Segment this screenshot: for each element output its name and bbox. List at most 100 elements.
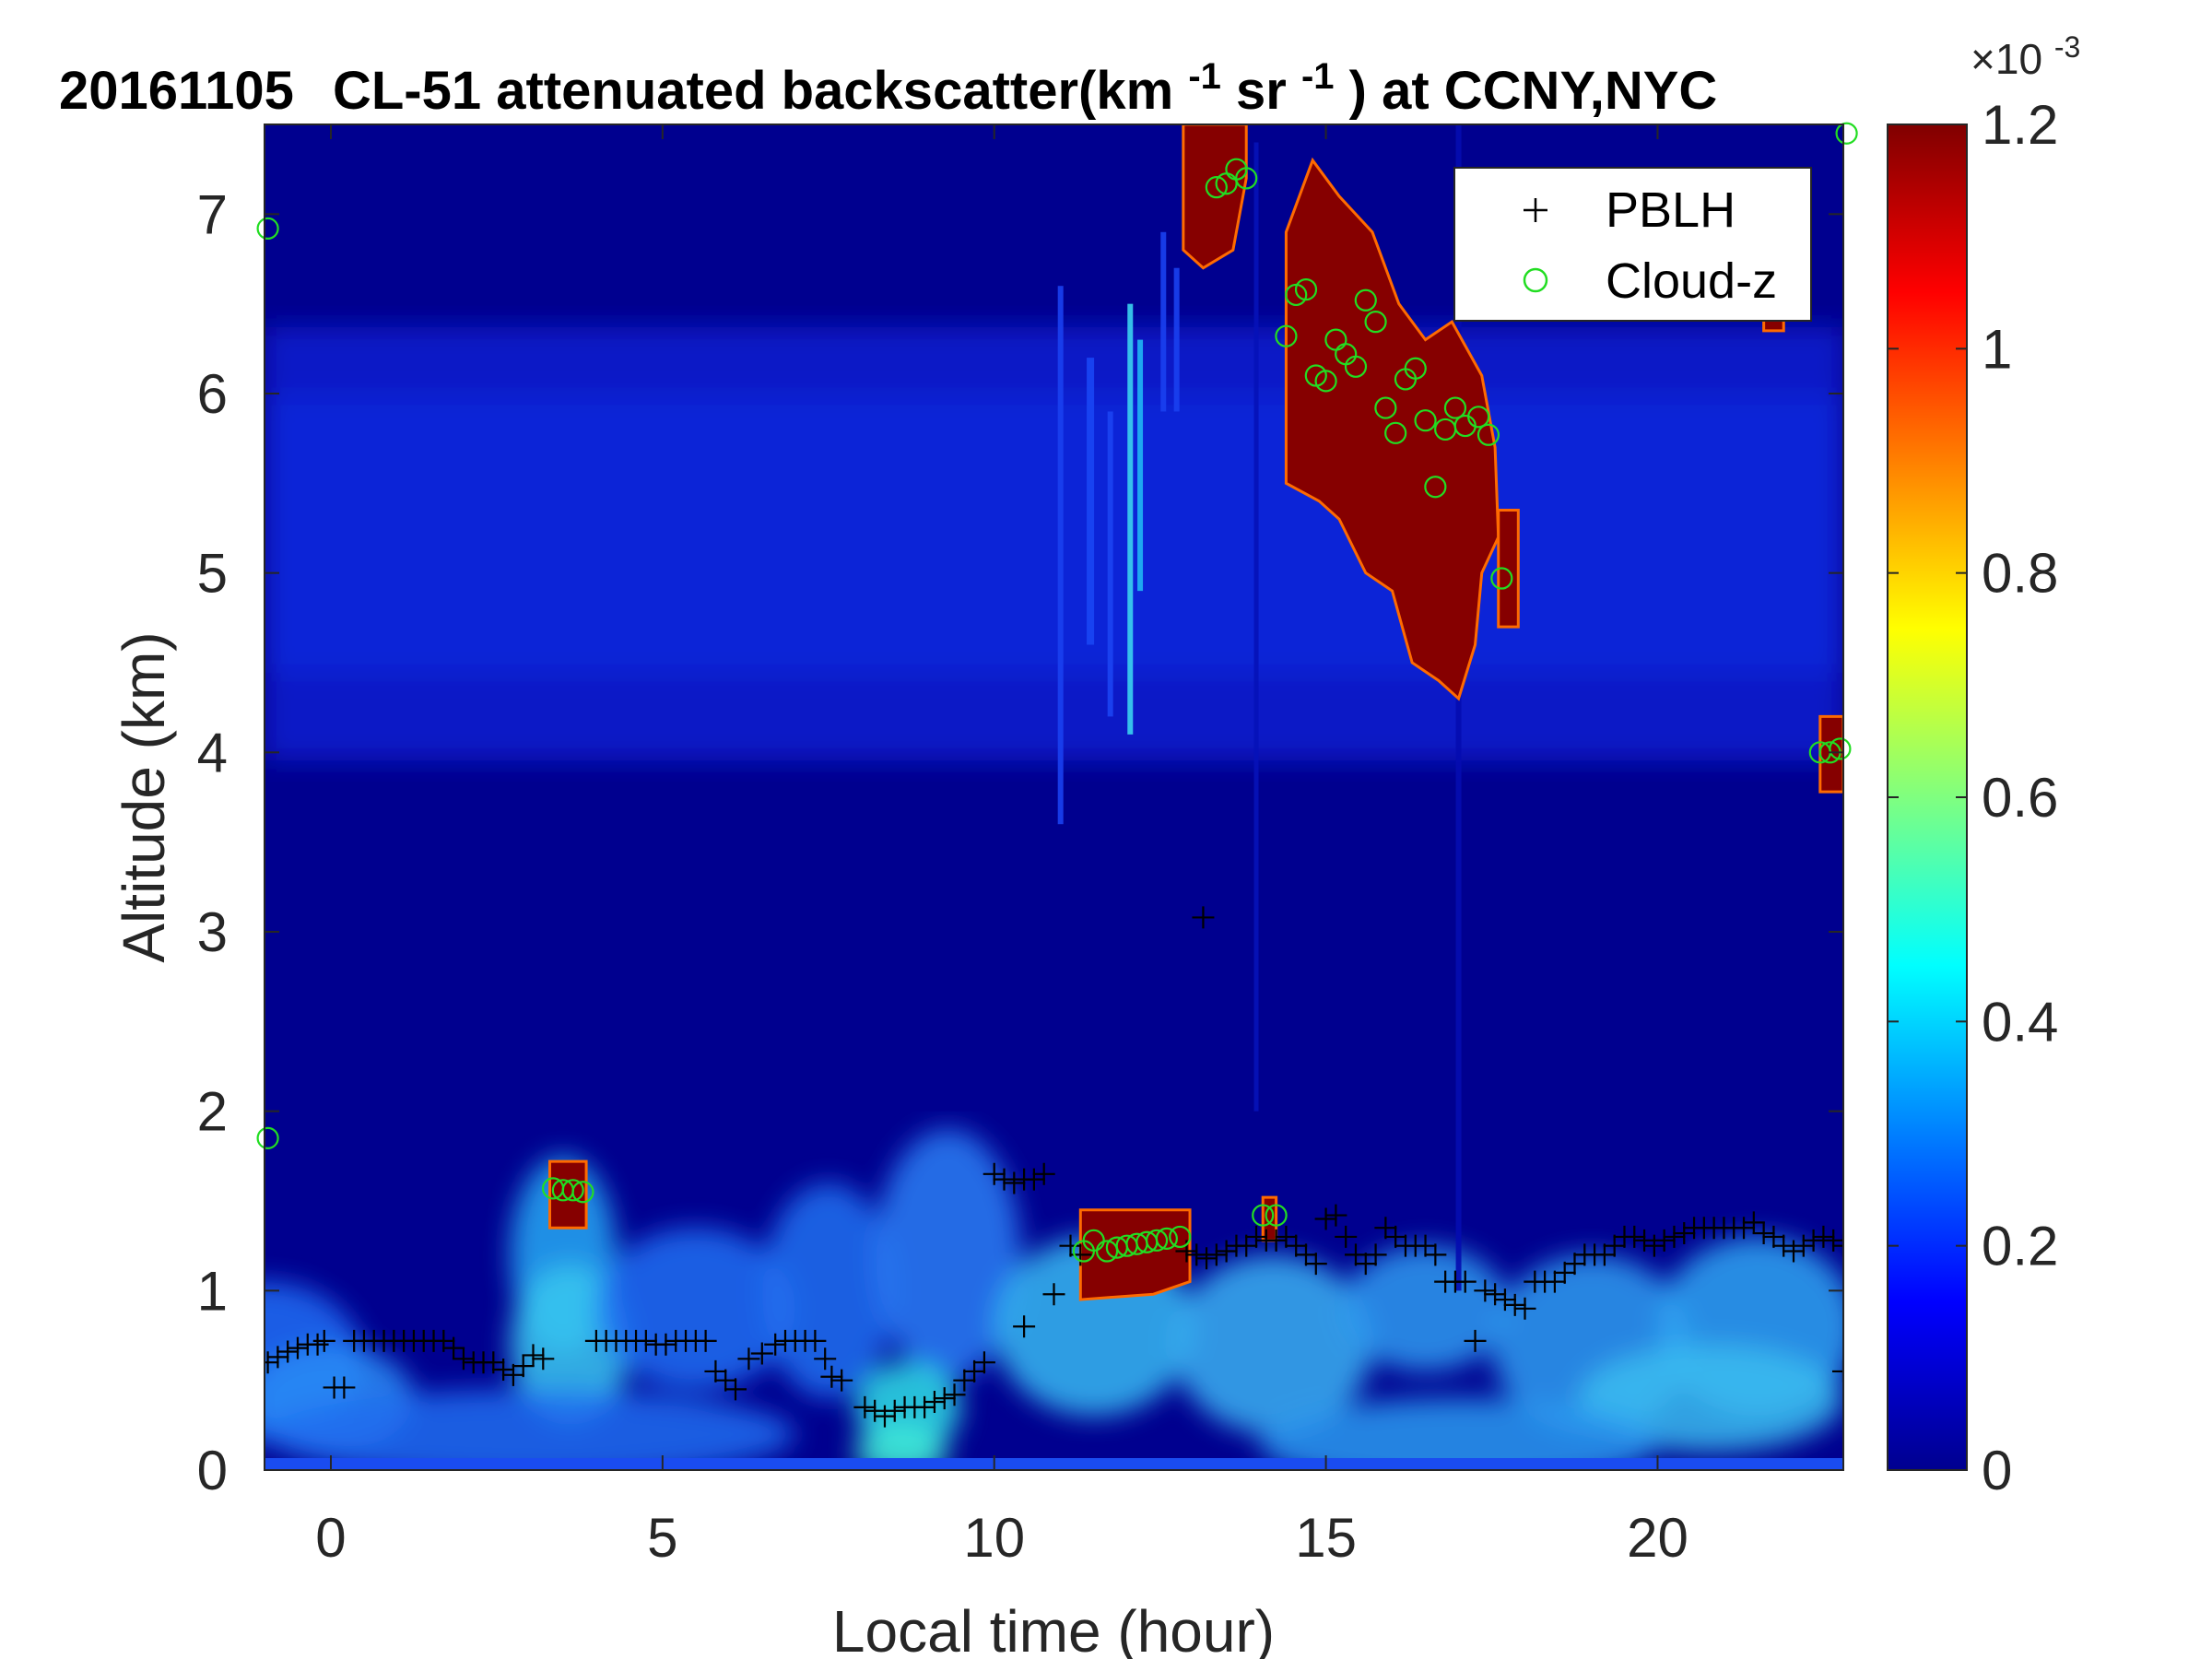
pblh-marker [913,1395,936,1418]
boundary-layer-patch [1578,1344,1843,1453]
cloud-region [1261,1195,1278,1242]
cloud-z-marker [1490,567,1513,590]
pblh-marker [1513,1297,1536,1320]
x-tick-label: 20 [1627,1507,1688,1569]
pblh-marker [1285,1234,1308,1257]
y-tick-label: 2 [197,1081,228,1143]
pblh-marker [654,1333,677,1356]
cloud-z-marker [1252,1204,1275,1227]
cloud-z-marker [571,1181,594,1204]
pblh-marker [1603,1234,1626,1257]
cloud-z-marker [1354,288,1377,312]
signal-streak [1455,124,1462,1291]
pblh-marker [1013,1315,1036,1338]
pblh-marker [522,1344,545,1367]
pblh-marker [1304,1253,1327,1276]
cloud-z-marker [1414,409,1437,432]
colorbar: 0 0.2 0.4 0.6 0.8 1 1.2 ×10 -3 [1887,30,2080,1501]
plot-frame [264,124,1844,1471]
pblh-marker [1424,1243,1447,1266]
pblh-marker [1832,1359,1843,1382]
signal-streak [1107,411,1113,717]
signal-streak [1253,142,1259,1112]
chart-title: 20161105 CL-51 attenuated backscatter(km… [59,41,1717,121]
x-tick-label: 10 [963,1507,1025,1569]
pblh-marker [1344,1243,1367,1266]
cloud-z-marker [1424,476,1447,499]
cloud-z-marker [1443,396,1467,419]
x-axis-label: Local time (hour) [832,1598,1275,1659]
pblh-marker [1215,1240,1238,1263]
cloud-z-marker [1155,1227,1178,1250]
cloud-z-marker [1384,421,1407,444]
pblh-marker [704,1359,727,1382]
pblh-marker [1069,1243,1092,1266]
pblh-marker [1802,1229,1825,1252]
y-tick-label: 7 [197,183,228,245]
pblh-marker [1195,1247,1218,1270]
y-axis-label: Altitude (km) [111,631,177,962]
pblh-marker [820,1365,843,1388]
legend: PBLH Cloud-z [1453,167,1812,322]
cloud-region [1497,509,1520,629]
cloud-z-marker [1294,277,1318,301]
colorbar-exponent-power: -3 [2054,30,2080,64]
ground-band [265,1458,1843,1470]
cloud-z-marker [1169,1225,1192,1249]
pblh-marker [830,1369,853,1392]
signal-streak [1173,267,1180,412]
cloud-z-marker [1364,311,1387,334]
pblh-marker [1752,1222,1775,1245]
x-tick-label: 5 [647,1507,677,1569]
pblh-marker [1474,1279,1497,1302]
cloud-z-marker [1477,423,1500,446]
colorbar-tick-label: 0.2 [1982,1216,2058,1277]
y-tick-label: 5 [197,543,228,605]
y-tick-label: 1 [197,1260,228,1322]
legend-item-cloud-z: Cloud-z [1523,253,1777,309]
pblh-marker [1059,1234,1082,1257]
pblh-marker [1832,1234,1843,1257]
aerosol-layer-upper [265,327,1843,760]
cloud-z-marker [1404,357,1427,380]
signal-streak [1087,358,1095,645]
pblh-marker [714,1369,737,1392]
pblh-marker [1783,1240,1806,1263]
pblh-marker [266,1346,289,1369]
pblh-marker [814,1347,837,1371]
cloud-region [547,1159,588,1230]
cloud-z-marker [1265,1204,1288,1227]
pblh-marker [265,1351,279,1374]
cloud-z-marker [1374,396,1397,419]
y-tick-label: 6 [197,363,228,425]
colorbar-gradient [1887,124,1968,1471]
pblh-marker [1374,1217,1397,1240]
colorbar-tick-label: 0 [1982,1440,2012,1501]
boundary-layer-patch [1259,1398,1658,1470]
pblh-marker [1593,1243,1616,1266]
y-tick-label: 0 [197,1440,228,1501]
pblh-marker [883,1399,906,1422]
cloud-z-marker [1275,324,1298,347]
x-tick-label: 15 [1295,1507,1357,1569]
cloud-z-marker [1835,122,1858,145]
x-tick-label: 0 [315,1507,346,1569]
pblh-marker [1324,1204,1347,1227]
pblh-marker [286,1336,309,1359]
cloud-z-marker [561,1179,584,1202]
pblh-marker [1772,1234,1795,1257]
pblh-marker [1543,1270,1566,1293]
pblh-marker [1484,1283,1507,1306]
pblh-marker [501,1363,524,1386]
pblh-marker [853,1395,877,1418]
pblh-marker [452,1347,475,1371]
pblh-marker [750,1342,773,1365]
colorbar-tick-label: 0.4 [1982,991,2058,1053]
pblh-marker [1762,1225,1785,1248]
pblh-marker [492,1358,515,1381]
pblh-marker [1653,1229,1676,1252]
cloud-region [1284,157,1500,701]
pblh-marker [1464,1329,1487,1352]
boundary-layer-patch [265,1389,795,1470]
pblh-marker [737,1347,760,1371]
